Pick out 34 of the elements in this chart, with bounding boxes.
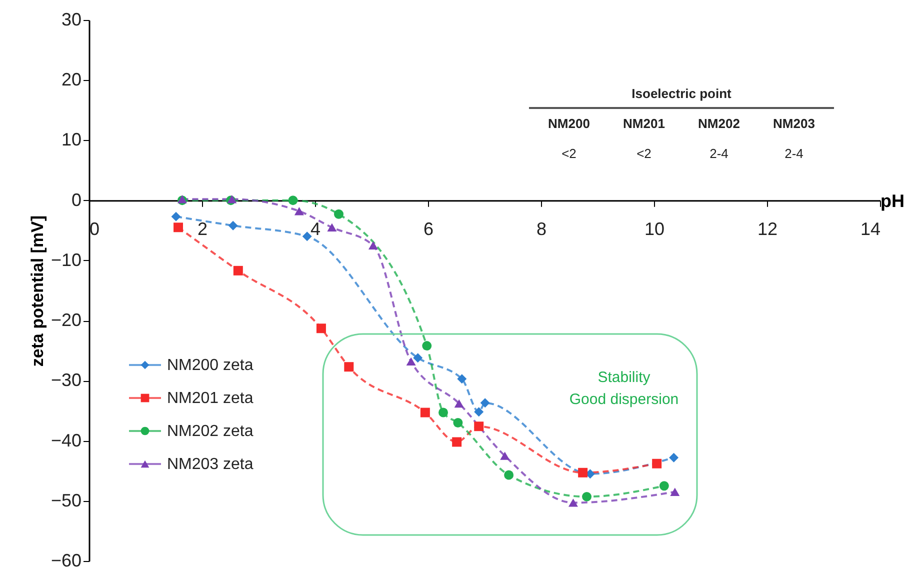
annotation: Good dispersion xyxy=(569,391,679,408)
y-tick-label: −10 xyxy=(50,250,82,270)
y-axis-title: zeta potential [mV] xyxy=(28,215,47,367)
annotation: NM203 xyxy=(773,116,815,131)
annotation: NM201 xyxy=(623,116,665,131)
annotation: 2-4 xyxy=(784,146,804,161)
x-tick-label: 12 xyxy=(757,218,778,239)
y-tick-label: −30 xyxy=(50,370,82,390)
y-tick-label: 10 xyxy=(61,130,82,150)
y-tick-label: −50 xyxy=(50,490,82,510)
y-tick-label: −60 xyxy=(50,550,82,569)
x-tick-label: 14 xyxy=(860,218,880,239)
x-axis-title: pH xyxy=(880,190,904,211)
annotation: <2 xyxy=(636,146,652,161)
annotation: NM200 xyxy=(548,116,590,131)
x-tick-label: 8 xyxy=(536,218,547,239)
legend-label: NM201 zeta xyxy=(167,390,254,407)
y-tick-label: 0 xyxy=(71,190,82,210)
y-tick-label: −20 xyxy=(50,310,82,330)
annotation: NM202 xyxy=(698,116,740,131)
annotation: 2-4 xyxy=(710,146,728,161)
y-tick-label: 20 xyxy=(61,70,82,90)
x-tick-label: 4 xyxy=(310,218,321,239)
x-tick-label: 2 xyxy=(197,218,208,239)
x-tick-label: 6 xyxy=(423,218,434,239)
legend-label: NM200 zeta xyxy=(167,357,254,374)
legend-label: NM203 zeta xyxy=(167,456,254,473)
annotation: <2 xyxy=(562,146,576,161)
y-tick-label: 30 xyxy=(61,10,82,30)
legend-label: NM202 zeta xyxy=(167,423,254,440)
x-tick-label: 10 xyxy=(644,218,665,239)
annotation: Isoelectric point xyxy=(632,86,732,101)
y-tick-label: −40 xyxy=(50,430,82,450)
annotation: Stability xyxy=(598,369,651,386)
